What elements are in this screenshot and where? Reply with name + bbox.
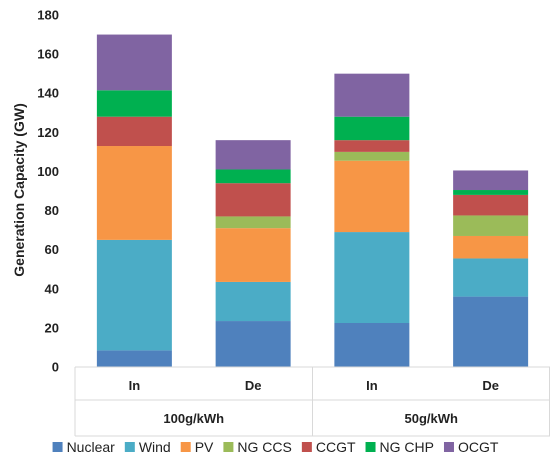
bar-ng-chp — [334, 116, 410, 141]
y-tick-label: 120 — [37, 125, 59, 140]
legend-label: OCGT — [458, 439, 499, 455]
bar-pv — [453, 235, 529, 259]
group-label: 50g/kWh — [405, 411, 459, 426]
bar-ng-chp — [215, 169, 291, 184]
legend-item: PV — [180, 439, 214, 455]
bar-ccgt — [334, 140, 410, 152]
legend-label: NG CCS — [237, 439, 291, 455]
bar-ocgt — [215, 140, 291, 170]
legend-swatch — [180, 442, 191, 452]
legend-swatch — [443, 442, 454, 452]
legend-label: Wind — [139, 439, 171, 455]
legend-item: OCGT — [443, 439, 499, 455]
bar-wind — [215, 281, 291, 322]
legend-item: NG CHP — [365, 439, 434, 455]
y-tick-label: 100 — [37, 164, 59, 179]
legend-item: Nuclear — [52, 439, 116, 455]
category-labels: In De In De — [129, 378, 499, 393]
category-label: In — [366, 378, 378, 393]
bar-ccgt — [453, 194, 529, 216]
y-tick-label: 60 — [45, 242, 59, 257]
bar-nuclear — [453, 296, 529, 367]
y-tick-label: 180 — [37, 8, 59, 23]
legend-item: Wind — [124, 439, 171, 455]
legend-label: Nuclear — [67, 439, 116, 455]
category-label: In — [129, 378, 141, 393]
y-tick-label: 140 — [37, 86, 59, 101]
bar-ng-ccs — [215, 216, 291, 229]
legend-label: PV — [195, 439, 214, 455]
y-tick-label: 40 — [45, 281, 59, 296]
bar-ng-chp — [453, 190, 529, 195]
bar-wind — [453, 258, 529, 297]
group-labels: 100g/kWh 50g/kWh — [163, 411, 458, 426]
bar-ccgt — [96, 116, 172, 147]
legend-swatch — [301, 442, 312, 452]
bar-ng-chp — [96, 90, 172, 117]
y-axis-title: Generation Capacity (GW) — [11, 103, 27, 276]
bar-ocgt — [96, 34, 172, 91]
legend-item: NG CCS — [223, 439, 292, 455]
category-label: De — [482, 378, 499, 393]
bar-pv — [334, 160, 410, 233]
bar-wind — [334, 232, 410, 323]
axes-layer — [74, 366, 550, 437]
y-tick-label: 0 — [52, 360, 59, 375]
legend-swatch — [365, 442, 376, 452]
y-tick-label: 160 — [37, 47, 59, 62]
y-tick-label: 80 — [45, 203, 59, 218]
y-axis-ticks: 0 20 40 60 80 100 120 140 160 180 — [37, 8, 59, 375]
bar-nuclear — [215, 321, 291, 367]
bars-layer — [96, 34, 529, 367]
legend-swatch — [223, 442, 234, 452]
bar-pv — [96, 146, 172, 240]
bar-ocgt — [453, 170, 529, 191]
y-tick-label: 20 — [45, 320, 59, 335]
category-label: De — [245, 378, 262, 393]
legend-label: NG CHP — [380, 439, 434, 455]
legend-swatch — [124, 442, 135, 452]
bar-nuclear — [96, 350, 172, 367]
legend-label: CCGT — [316, 439, 356, 455]
group-label: 100g/kWh — [163, 411, 224, 426]
bar-wind — [96, 239, 172, 351]
bar-ocgt — [334, 73, 410, 117]
legend-item: CCGT — [301, 439, 356, 455]
bar-pv — [215, 228, 291, 282]
bar-ng-ccs — [453, 215, 529, 236]
bar-ng-ccs — [334, 151, 410, 161]
bar-ccgt — [215, 183, 291, 217]
legend-swatch — [52, 442, 63, 452]
legend: Nuclear Wind PV NG CCS CCGT NG CHP OCGT — [52, 439, 499, 455]
bar-nuclear — [334, 323, 410, 367]
